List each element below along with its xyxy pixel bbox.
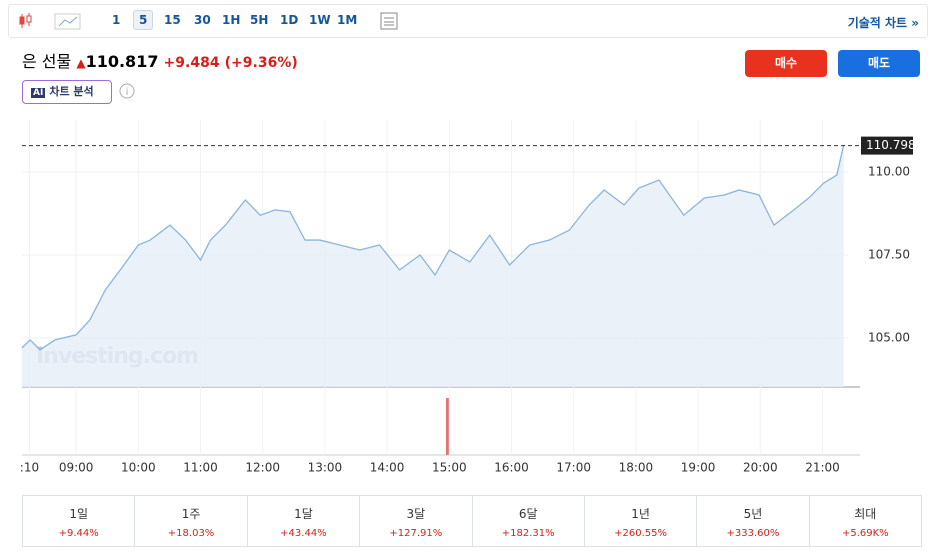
interval-button[interactable]: 1 (112, 13, 121, 27)
x-tick-label: 14:00 (370, 461, 405, 475)
info-icon[interactable]: i (118, 82, 136, 100)
x-tick-label: 10:00 (121, 461, 156, 475)
performance-cell: 1일 +9.44% (23, 496, 136, 546)
x-tick-label: 21:00 (805, 461, 840, 475)
performance-cell: 3달 +127.91% (360, 496, 473, 546)
period-label: 1일 (69, 507, 89, 521)
interval-button[interactable]: 5H (250, 13, 269, 27)
period-label: 6달 (518, 507, 538, 521)
interval-button[interactable]: 1H (222, 13, 241, 27)
instrument-name: 은 선물 (22, 52, 72, 71)
y-tick-label: 107.50 (868, 247, 910, 261)
chart-icons[interactable] (19, 12, 89, 30)
up-arrow: ▲ (76, 56, 86, 70)
period-change: +18.03% (167, 528, 215, 539)
x-tick-label: 15:00 (432, 461, 467, 475)
performance-cell: 1주 +18.03% (135, 496, 248, 546)
performance-table: 1일 +9.44% 1주 +18.03% 1달 +43.44% 3달 +127.91% 6달 +1… (22, 495, 922, 547)
x-tick-label: 09:00 (59, 461, 94, 475)
period-label: 1년 (631, 507, 650, 521)
period-change: +5.69K% (841, 528, 889, 539)
period-change: +182.31% (501, 528, 555, 539)
performance-cell: 6달 +182.31% (473, 496, 585, 546)
interval-button[interactable]: 15 (164, 13, 181, 27)
period-label: 3달 (406, 507, 426, 521)
period-change: +9.44% (58, 528, 99, 539)
x-tick-label: 17:00 (556, 461, 591, 475)
x-tick-label: 13:00 (308, 461, 343, 475)
volume-bar (446, 398, 449, 455)
price-line (21, 145, 845, 351)
interval-button[interactable]: 1W (309, 13, 331, 27)
period-change: +333.60% (726, 528, 780, 539)
interval-button[interactable]: 1M (337, 13, 358, 27)
performance-cell: 최대 +5.69K% (810, 496, 921, 546)
interval-button[interactable]: 5 (133, 10, 154, 30)
last-price-label: 110.798 (866, 138, 916, 152)
y-tick-label: 105.00 (868, 330, 910, 344)
sell-button[interactable]: 매도 (838, 50, 920, 77)
performance-cell: 5년 +333.60% (697, 496, 810, 546)
x-tick-label: 16:00 (494, 461, 529, 475)
x-tick-label: :10 (20, 461, 39, 475)
change-pct: (+9.36%) (224, 55, 298, 71)
chart: 105.00 107.50 110.00 :10 09:00 10:00 11:00 12:0… (19, 120, 916, 475)
interval-button[interactable]: 1D (280, 13, 299, 27)
period-change: +127.91% (389, 528, 443, 539)
period-change: +43.44% (280, 528, 327, 539)
technical-link[interactable]: 기술적 차트 » (847, 16, 919, 30)
area-fill (22, 145, 844, 387)
y-tick-label: 110.00 (868, 165, 910, 179)
last-price-box (861, 136, 913, 155)
x-tick-label: 11:00 (183, 461, 218, 475)
svg-text:i: i (126, 87, 129, 98)
ai-badge: AI (31, 88, 46, 98)
x-tick-label: 12:00 (245, 461, 280, 475)
period-label: 최대 (854, 507, 877, 521)
period-label: 1주 (181, 507, 201, 521)
table-icon[interactable] (379, 11, 399, 31)
performance-cell: 1년 +260.55% (585, 496, 698, 546)
price: 110.817 (85, 52, 159, 71)
period-label: 1달 (294, 507, 313, 521)
x-tick-label: 20:00 (743, 461, 778, 475)
quote: 은 선물 ▲110.817 +9.484 (+9.36%) (22, 48, 298, 72)
toolbar: 1 5 15 30 1H 5H 1D 1W 1M 기술적 차트 » (8, 4, 928, 38)
performance-cell: 1달 +43.44% (248, 496, 361, 546)
x-tick-label: 19:00 (681, 461, 716, 475)
ai-label: 차트 분석 (49, 85, 94, 98)
x-tick-label: 18:00 (619, 461, 654, 475)
ai-analysis[interactable]: AI 차트 분석 (22, 80, 112, 104)
buy-button[interactable]: 매수 (745, 50, 827, 77)
change: +9.484 (163, 55, 220, 71)
interval-button[interactable]: 30 (194, 13, 211, 27)
period-change: +260.55% (614, 528, 667, 539)
period-label: 5년 (743, 507, 763, 521)
